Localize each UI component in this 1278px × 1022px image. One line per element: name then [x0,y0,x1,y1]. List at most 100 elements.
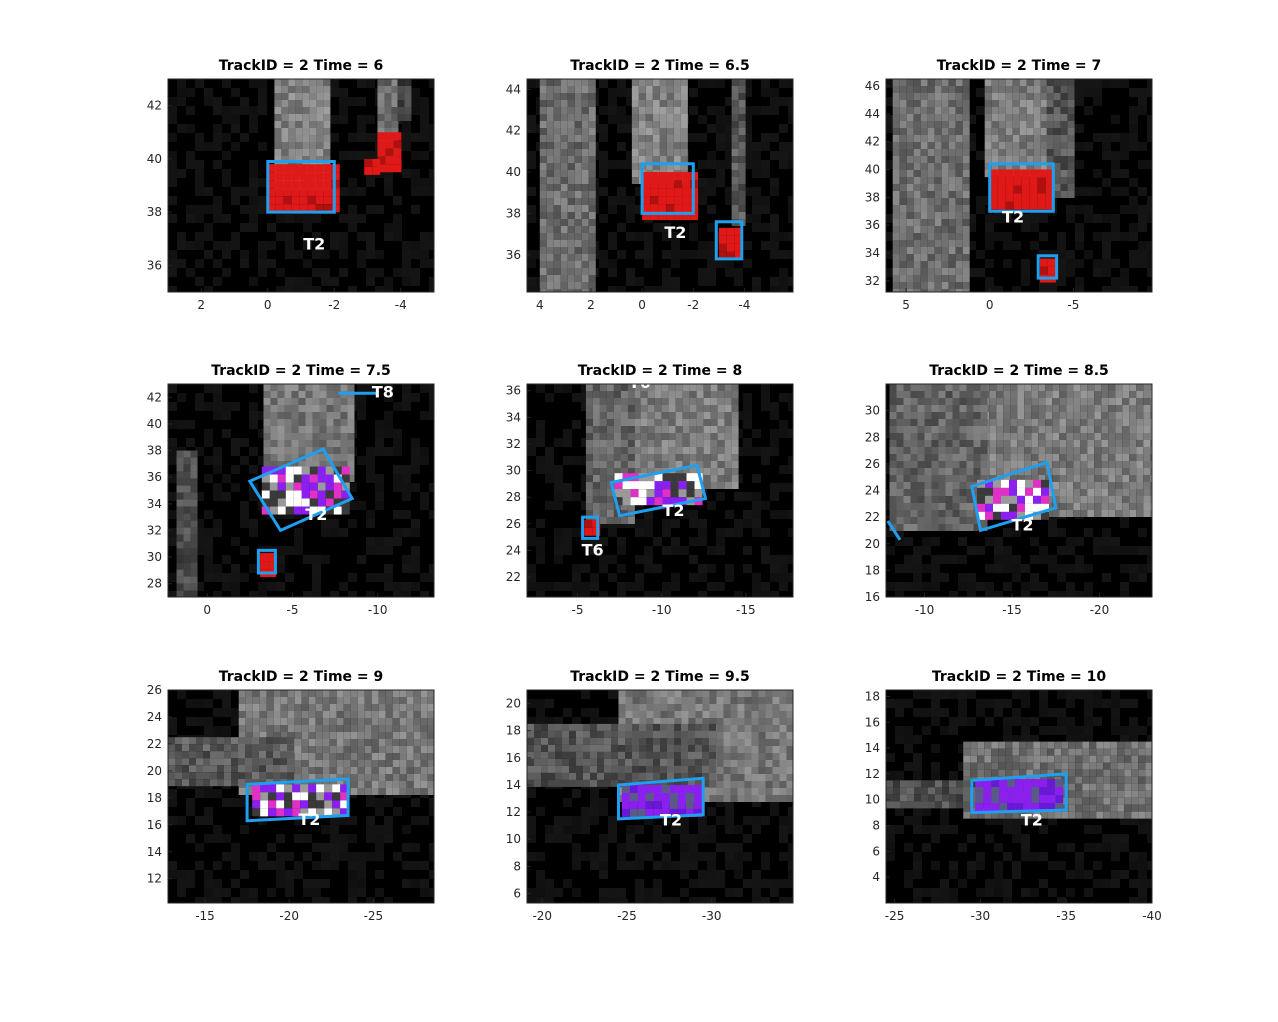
point-cell [1010,454,1018,461]
point-cell [931,489,939,496]
noise-cell [231,124,240,133]
noise-cell [886,582,895,591]
noise-cell [249,591,258,597]
point-cell [903,482,911,489]
y-tick-label: 42 [147,99,162,113]
point-cell [666,135,674,142]
point-cell [948,289,956,292]
point-cell [955,289,963,292]
point-cell [1080,426,1088,433]
point-cell [384,114,392,121]
point-cell [731,205,739,212]
noise-cell [348,205,357,214]
noise-cell [967,133,976,142]
point-cell [903,454,911,461]
point-cell [996,384,1004,391]
point-cell [913,142,921,149]
point-cell [640,447,648,454]
noise-cell [1075,79,1084,88]
noise-cell [240,438,249,447]
point-cell [892,205,900,212]
point-cell [1122,398,1130,405]
object-cell [662,481,671,490]
point-cell [931,391,939,398]
point-cell [638,79,646,86]
noise-cell [572,528,581,537]
noise-cell [240,519,249,528]
point-cell [945,454,953,461]
point-cell [1003,426,1011,433]
point-cell [309,156,317,163]
point-cell [645,135,653,142]
object-cell [317,474,326,483]
point-cell [295,128,303,135]
point-cell [1024,391,1032,398]
object-cell [678,497,687,506]
noise-cell [330,88,339,97]
point-cell [305,447,313,454]
noise-cell [617,79,626,88]
point-cell [955,149,963,156]
noise-cell [1129,259,1138,268]
point-cell [574,79,582,86]
point-cell [1150,496,1152,503]
noise-cell [195,232,204,241]
noise-cell [770,402,779,411]
noise-cell [1084,142,1093,151]
point-cell [592,391,600,398]
noise-cell [402,133,411,142]
point-cell [652,128,660,135]
noise-cell [761,160,770,169]
point-cell [1143,433,1151,440]
noise-cell [752,205,761,214]
point-cell [309,93,317,100]
point-cell [627,461,635,468]
object-cell [654,489,663,498]
noise-cell [698,115,707,124]
point-cell [906,79,914,86]
object-cell [277,482,286,491]
noise-cell [725,124,734,133]
point-cell [973,524,981,531]
point-cell [567,233,575,240]
point-cell [377,100,385,107]
point-cell [1003,461,1011,468]
point-cell [176,513,184,521]
noise-cell [1138,528,1147,537]
point-cell [941,268,949,275]
object-cell [678,481,687,490]
point-cell [613,468,621,475]
noise-cell [689,133,698,142]
point-cell [689,440,697,447]
point-cell [183,478,191,486]
point-cell [404,100,412,107]
point-cell [539,219,547,226]
object-cell [1029,169,1038,178]
point-cell [931,447,939,454]
noise-cell [312,268,321,277]
point-cell [966,468,974,475]
point-cell [1101,384,1109,391]
object-cell [1017,479,1025,488]
object-cell [989,177,998,186]
noise-cell [420,456,429,465]
point-cell [1108,496,1116,503]
object-cell [646,481,655,490]
point-cell [539,177,547,184]
point-cell [620,405,628,412]
point-cell [581,184,589,191]
object-cell [1037,201,1046,210]
point-cell [323,142,331,149]
object-cell [654,473,663,482]
object-cell [260,553,269,562]
point-cell [574,100,582,107]
point-cell [654,440,662,447]
point-cell [941,79,949,86]
object-cell [662,497,671,506]
point-cell [927,212,935,219]
point-cell [298,398,306,405]
point-cell [581,282,589,289]
point-cell [980,384,988,391]
point-cell [931,524,939,531]
point-cell [738,184,746,191]
